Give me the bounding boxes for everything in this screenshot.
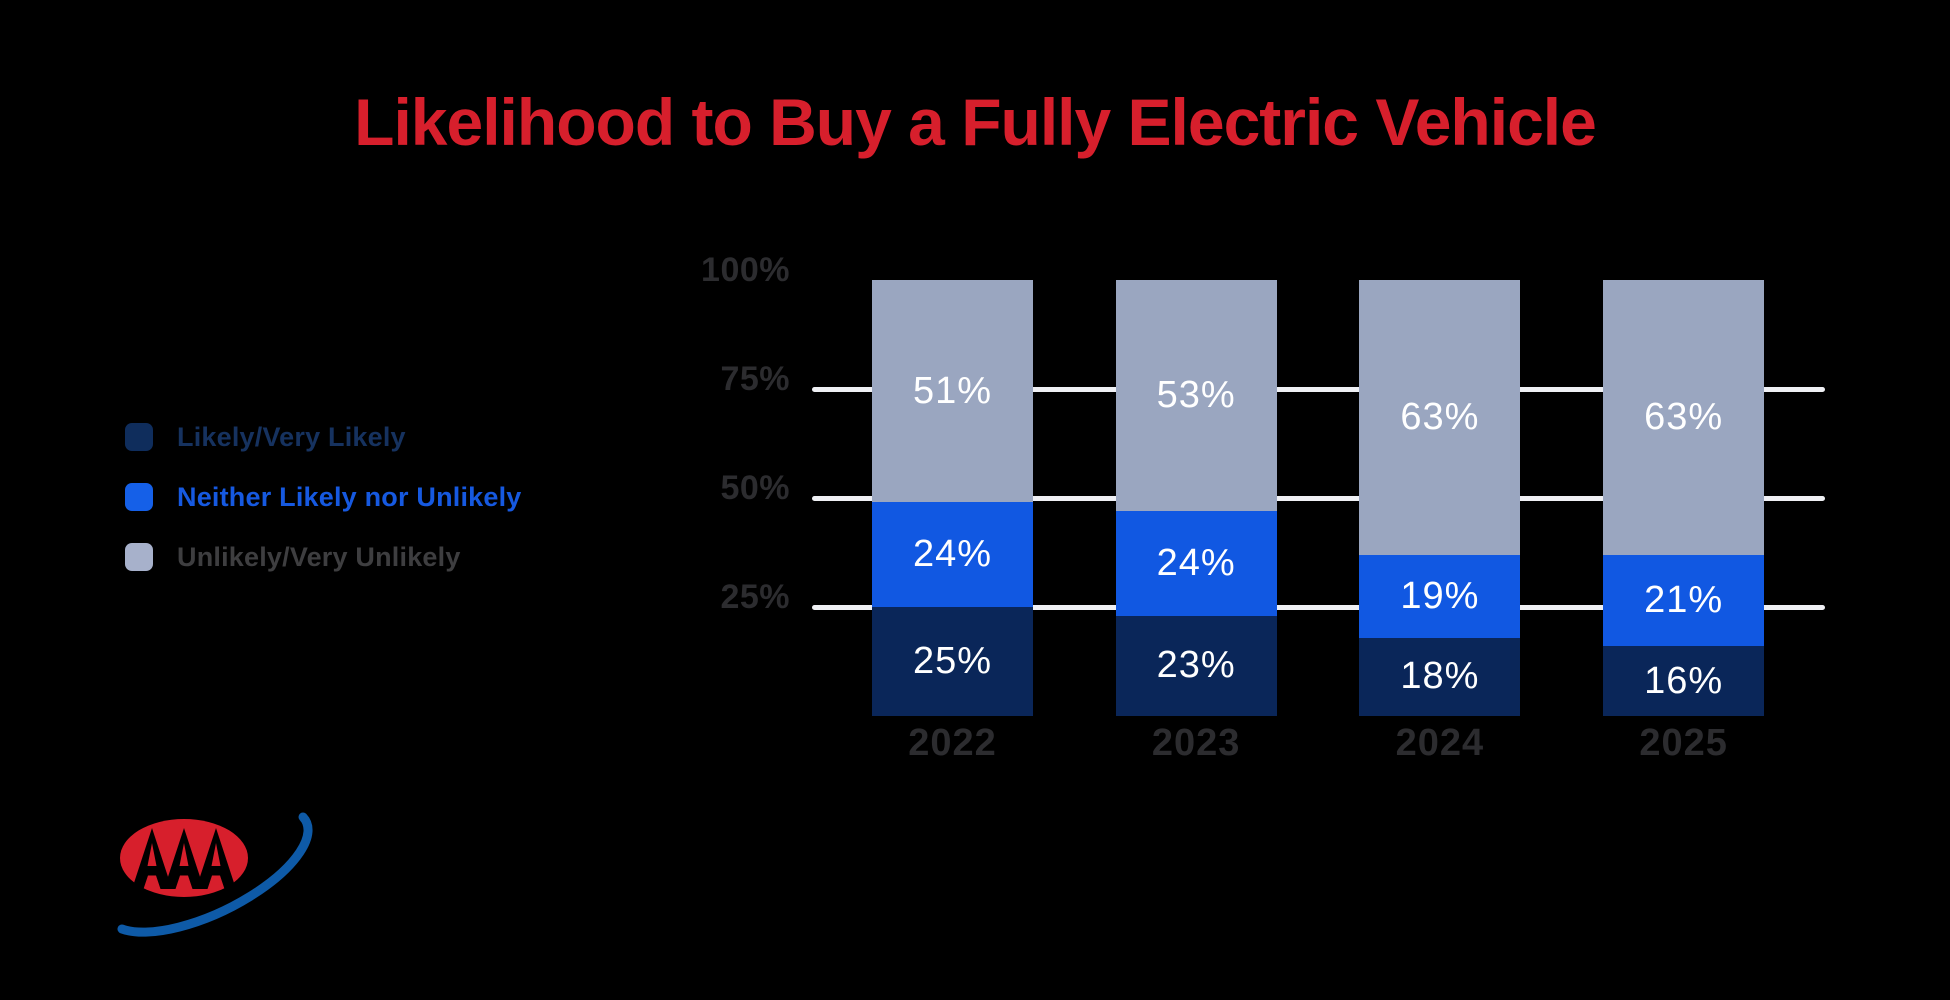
legend-item: Likely/Very Likely <box>125 423 406 451</box>
bar-value-label: 63% <box>1400 395 1480 438</box>
legend-label: Likely/Very Likely <box>177 422 406 452</box>
y-axis-tick-label: 25% <box>720 578 790 616</box>
bar-segment: 16% <box>1603 646 1765 716</box>
legend-swatch-icon <box>125 543 153 571</box>
bar-value-label: 24% <box>912 533 993 576</box>
bar-value-label: 63% <box>1644 395 1724 438</box>
bar-value-label: 25% <box>912 639 993 682</box>
logo-letters <box>132 828 236 889</box>
aaa-logo <box>117 812 313 937</box>
bar-2022: 51% 24% 25% <box>872 280 1033 716</box>
bar-segment: 53% <box>1115 280 1277 512</box>
bar-segment: 63% <box>1603 280 1765 555</box>
bar-segment: 23% <box>1115 615 1277 716</box>
chart-title: Likelihood to Buy a Fully Electric Vehic… <box>354 85 1597 159</box>
bar-value-label: 19% <box>1400 574 1480 617</box>
bar-segment: 51% <box>872 280 1033 503</box>
bar-segment: 18% <box>1359 637 1521 716</box>
legend-label: Neither Likely nor Unlikely <box>177 482 522 512</box>
bar-segment: 24% <box>872 502 1033 607</box>
bar-2025: 63% 21% 16% <box>1603 280 1765 716</box>
logo-swoosh-icon <box>117 812 313 937</box>
x-axis-label: 2023 <box>1151 722 1241 764</box>
legend-swatch-icon <box>125 483 153 511</box>
bar-2023: 53% 24% 23% <box>1115 280 1277 716</box>
bar-value-label: 23% <box>1156 644 1236 687</box>
y-axis-tick-label: 75% <box>720 360 790 398</box>
bar-segment: 25% <box>872 606 1033 716</box>
bar-segment: 24% <box>1115 511 1277 616</box>
y-axis-tick-label: 50% <box>720 469 790 507</box>
y-axis-tick-label: 100% <box>701 251 790 289</box>
bar-value-label: 18% <box>1400 655 1480 698</box>
gridline <box>812 386 1825 392</box>
bar-value-label: 53% <box>1156 374 1236 417</box>
x-axis-label: 2022 <box>908 722 997 764</box>
x-axis-label: 2025 <box>1639 722 1728 764</box>
bar-segment: 63% <box>1359 280 1521 555</box>
bar-2024: 63% 19% 18% <box>1359 280 1521 716</box>
legend-item: Neither Likely nor Unlikely <box>125 483 522 511</box>
bar-value-label: 16% <box>1644 659 1724 702</box>
bar-value-label: 24% <box>1156 541 1236 584</box>
legend-swatch-icon <box>125 423 153 451</box>
legend-item: Unlikely/Very Unlikely <box>125 543 461 571</box>
bar-segment: 19% <box>1359 554 1521 638</box>
bar-value-label: 21% <box>1644 578 1724 621</box>
gridline <box>812 495 1825 501</box>
bar-value-label: 51% <box>912 369 993 412</box>
x-axis-label: 2024 <box>1395 722 1485 764</box>
bar-segment: 21% <box>1603 554 1765 647</box>
gridline <box>812 604 1825 610</box>
legend-label: Unlikely/Very Unlikely <box>177 542 461 572</box>
